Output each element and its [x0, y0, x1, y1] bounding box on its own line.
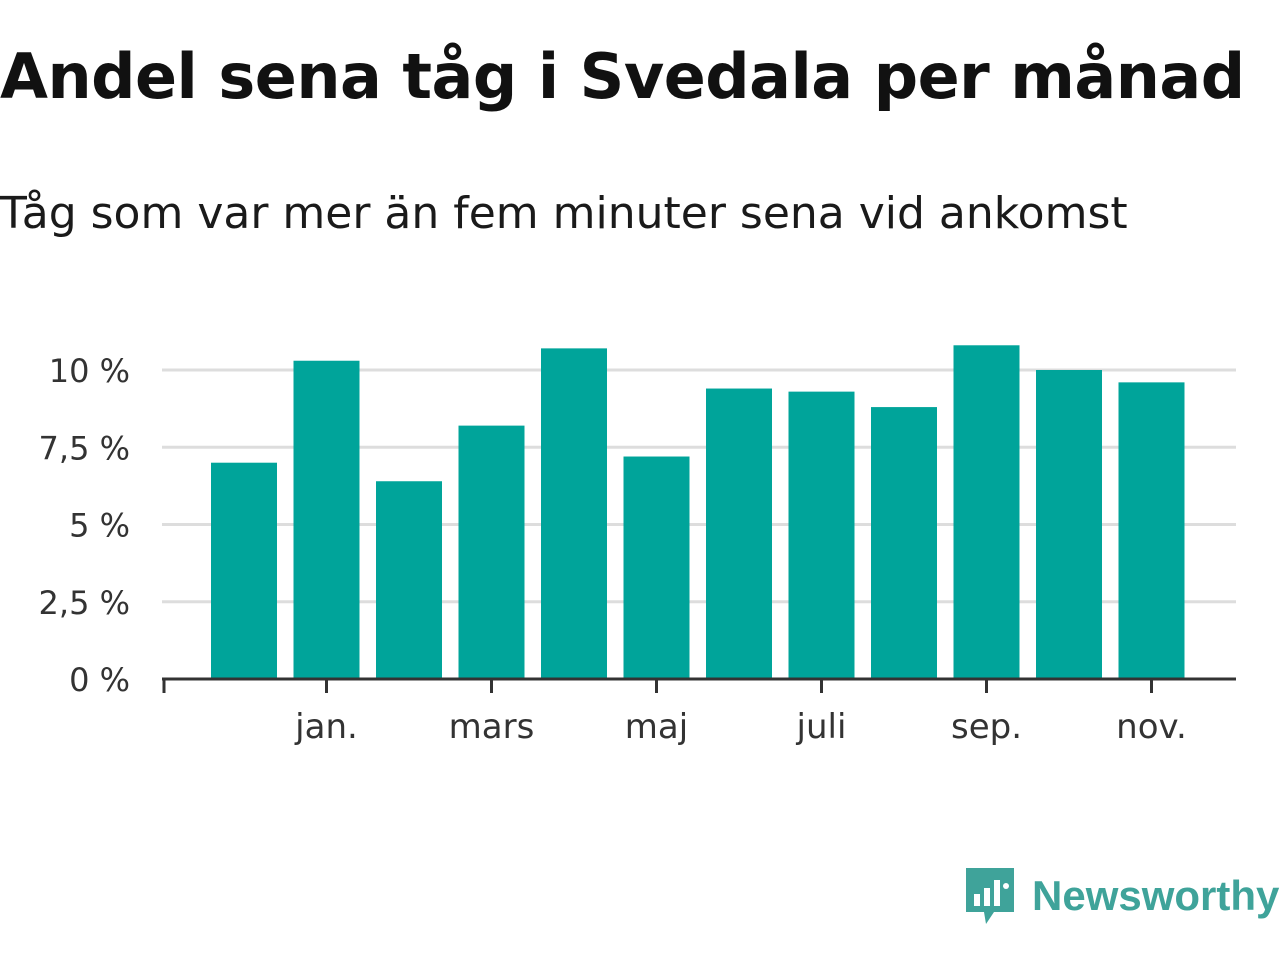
x-tick-label: maj [625, 707, 688, 747]
bar-dec [211, 462, 277, 679]
x-tick-label: juli [796, 707, 847, 747]
chart-subtitle: Tåg som var mer än fem minuter sena vid … [0, 188, 1128, 239]
bar-layer [211, 345, 1185, 679]
bar-okt [1036, 370, 1102, 679]
y-tick-label: 7,5 % [39, 429, 130, 467]
brand-logo: Newsworthy [964, 866, 1279, 926]
x-tick-label: jan. [294, 707, 358, 747]
bar-feb [376, 481, 442, 679]
bar-juni [706, 388, 772, 679]
bar-mars [458, 425, 525, 679]
bar-maj [623, 456, 690, 679]
bar-sep [953, 345, 1020, 679]
y-tick-label: 10 % [49, 352, 130, 390]
chart-title: Andel sena tåg i Svedala per månad [0, 40, 1245, 113]
y-tick-label: 2,5 % [39, 584, 130, 622]
newsworthy-logo-icon [966, 868, 1014, 924]
x-tick-label: nov. [1116, 707, 1187, 747]
axis-layer: 0 % 2,5 % 5 % 7,5 % 10 % jan. mars maj juli sep. n… [39, 352, 1236, 747]
bar-jan [293, 360, 360, 679]
x-tick-label: sep. [951, 707, 1022, 747]
bar-aug [871, 407, 937, 679]
y-tick-label: 5 % [69, 507, 130, 545]
x-tick-label: mars [449, 707, 535, 747]
bar-juli [788, 391, 855, 679]
y-tick-label: 0 % [69, 661, 130, 699]
brand-name: Newsworthy [1032, 872, 1280, 919]
bar-apr [541, 348, 607, 679]
bar-nov [1118, 382, 1185, 679]
